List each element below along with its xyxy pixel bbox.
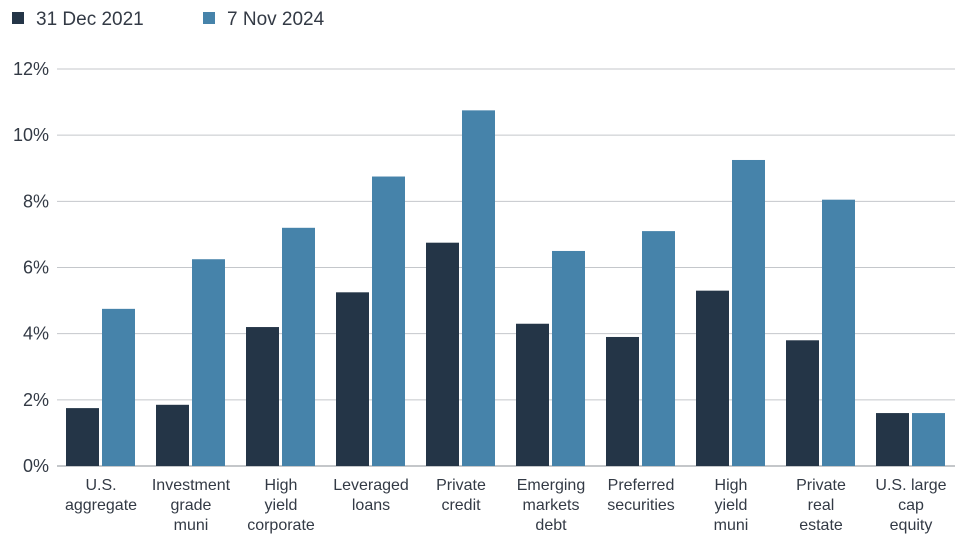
bar-series2-7 bbox=[732, 159, 765, 466]
bars bbox=[66, 110, 945, 467]
bar-series2-3 bbox=[372, 176, 405, 467]
x-category-label-line: Leveraged bbox=[333, 477, 409, 494]
x-category-label: Preferred securities bbox=[607, 477, 675, 514]
x-category-label-line: markets bbox=[523, 497, 580, 514]
bar-series1-7 bbox=[696, 290, 729, 466]
y-tick-label: 0% bbox=[23, 456, 49, 476]
x-category-label: U.S. aggregate bbox=[65, 477, 137, 514]
x-category-label: Private credit bbox=[436, 477, 486, 514]
x-category-label-line: equity bbox=[890, 517, 933, 534]
x-category-label: Emerging markets debt bbox=[517, 477, 585, 534]
bar-series2-1 bbox=[192, 259, 225, 466]
y-tick-label: 8% bbox=[23, 191, 49, 211]
x-category-label-line: estate bbox=[799, 517, 843, 534]
x-category-label-line: High bbox=[265, 477, 298, 494]
x-category-label-line: aggregate bbox=[65, 497, 137, 514]
y-tick-label: 2% bbox=[23, 390, 49, 410]
x-category-label: Private real estate bbox=[796, 477, 846, 534]
x-category-label-line: grade bbox=[171, 497, 212, 514]
x-category-label-line: U.S. large bbox=[875, 477, 946, 494]
legend-label-2: 7 Nov 2024 bbox=[227, 9, 325, 30]
x-category-label-line: real bbox=[808, 497, 835, 514]
x-category-label-line: corporate bbox=[247, 517, 315, 534]
x-category-label: High yield muni bbox=[714, 477, 749, 534]
x-category-label-line: debt bbox=[535, 517, 567, 534]
bar-series2-4 bbox=[462, 110, 495, 467]
bar-series1-6 bbox=[606, 336, 639, 466]
x-category-label: High yield corporate bbox=[247, 477, 315, 534]
y-tick-label: 12% bbox=[13, 59, 49, 79]
x-category-label-line: yield bbox=[715, 497, 748, 514]
bar-series1-3 bbox=[336, 292, 369, 466]
y-tick-label: 10% bbox=[13, 125, 49, 145]
legend: 31 Dec 2021 7 Nov 2024 bbox=[12, 9, 325, 30]
bar-series1-8 bbox=[786, 340, 819, 466]
x-category-label: U.S. large cap equity bbox=[875, 477, 946, 534]
bar-series1-4 bbox=[426, 242, 459, 466]
legend-swatch-1 bbox=[12, 12, 24, 24]
x-category-label: Investment grade muni bbox=[152, 477, 231, 534]
bar-series2-5 bbox=[552, 250, 585, 466]
legend-swatch-2 bbox=[203, 12, 215, 24]
x-category-label-line: yield bbox=[265, 497, 298, 514]
bar-series1-1 bbox=[156, 404, 189, 466]
bar-series2-2 bbox=[282, 227, 315, 466]
x-category-label-line: High bbox=[715, 477, 748, 494]
x-category-label-line: credit bbox=[441, 497, 481, 514]
x-category-label-line: Investment bbox=[152, 477, 231, 494]
x-category-label-line: muni bbox=[714, 517, 749, 534]
x-category-label-line: U.S. bbox=[85, 477, 116, 494]
x-category-label-line: Preferred bbox=[608, 477, 675, 494]
x-category-label-line: loans bbox=[352, 497, 390, 514]
y-tick-label: 6% bbox=[23, 258, 49, 278]
x-category-label-line: securities bbox=[607, 497, 675, 514]
bar-series1-5 bbox=[516, 323, 549, 466]
x-axis-category-labels: U.S. aggregate Investment grade muni High yiel… bbox=[65, 477, 947, 534]
bar-series1-9 bbox=[876, 413, 909, 466]
gridlines bbox=[57, 68, 955, 467]
x-category-label-line: Private bbox=[436, 477, 486, 494]
x-category-label-line: Emerging bbox=[517, 477, 585, 494]
x-category-label-line: Private bbox=[796, 477, 846, 494]
bar-series1-2 bbox=[246, 327, 279, 466]
y-tick-label: 4% bbox=[23, 324, 49, 344]
x-category-label-line: muni bbox=[174, 517, 209, 534]
bar-series2-8 bbox=[822, 199, 855, 466]
x-category-label-line: cap bbox=[898, 497, 924, 514]
x-category-label: Leveraged loans bbox=[333, 477, 409, 514]
bar-series2-0 bbox=[102, 308, 135, 466]
bar-series2-6 bbox=[642, 231, 675, 466]
y-axis-tick-labels: 0% 2% 4% 6% 8% 10% 12% bbox=[13, 59, 49, 476]
bar-series2-9 bbox=[912, 413, 945, 466]
bar-series1-0 bbox=[66, 408, 99, 466]
legend-label-1: 31 Dec 2021 bbox=[36, 9, 144, 30]
